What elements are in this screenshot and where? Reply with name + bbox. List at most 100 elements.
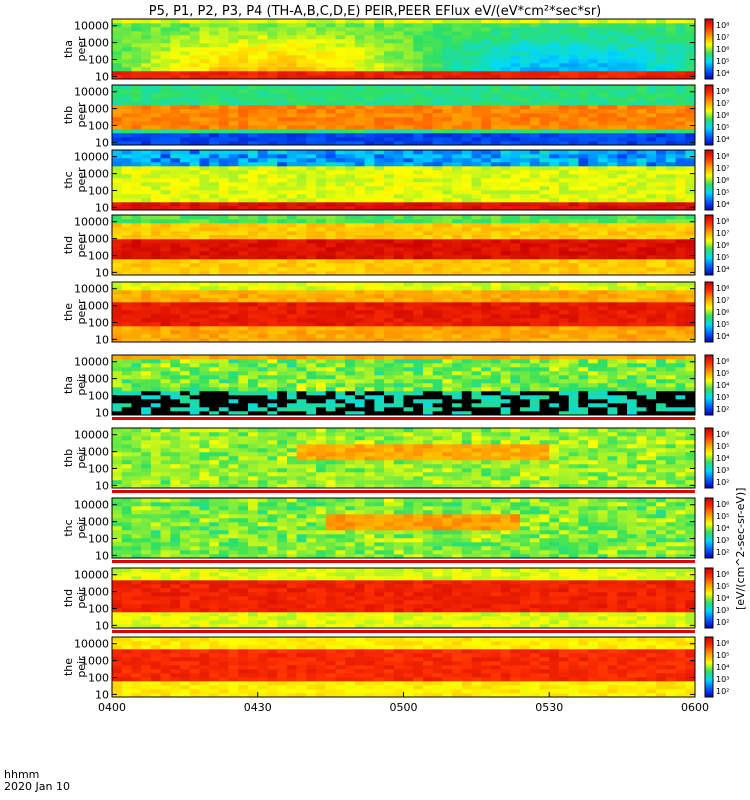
spectrogram-cell: [228, 47, 239, 52]
spectrogram-cell: [121, 255, 132, 260]
spectrogram-cell: [539, 239, 550, 244]
spectrogram-cell: [248, 170, 259, 175]
spectrogram-cell: [665, 170, 676, 175]
spectrogram-cell: [121, 359, 132, 364]
spectrogram-cell: [306, 411, 317, 416]
colorbar-tick-label: 10⁵: [716, 188, 729, 197]
spectrogram-cell: [257, 355, 268, 360]
spectrogram-cell: [490, 137, 501, 142]
spectrogram-cell: [500, 109, 511, 114]
spectrogram-cell: [277, 117, 288, 122]
spectrogram-cell: [403, 223, 414, 228]
spectrogram-cell: [238, 47, 249, 52]
spectrogram-cell: [461, 310, 472, 315]
spectrogram-cell: [112, 235, 123, 240]
spectrogram-cell: [150, 263, 161, 268]
spectrogram-cell: [306, 403, 317, 408]
spectrogram-cell: [209, 267, 220, 272]
spectrogram-cell: [471, 219, 482, 224]
spectrogram-cell: [607, 121, 618, 126]
spectrogram-cell: [306, 282, 317, 287]
spectrogram-cell: [520, 338, 531, 343]
spectrogram-cell: [238, 411, 249, 416]
spectrogram-cell: [510, 206, 521, 211]
spectrogram-cell: [112, 231, 123, 236]
spectrogram-cell: [529, 101, 540, 106]
spectrogram-cell: [112, 170, 123, 175]
spectrogram-cell: [403, 198, 414, 203]
spectrogram-cell: [112, 399, 123, 404]
spectrogram-cell: [121, 294, 132, 299]
spectrogram-cell: [452, 117, 463, 122]
spectrogram-cell: [636, 133, 647, 138]
spectrogram-cell: [665, 290, 676, 295]
spectrogram-cell: [354, 235, 365, 240]
energy-tick-label: 1000: [81, 233, 109, 246]
spectrogram-cell: [160, 35, 171, 40]
spectrogram-cell: [170, 403, 181, 408]
spectrogram-cell: [131, 150, 142, 155]
spectrogram-cell: [199, 330, 210, 335]
spectrogram-cell: [364, 202, 375, 207]
spectrogram-cell: [685, 59, 696, 64]
spectrogram-cell: [461, 174, 472, 179]
spectrogram-cell: [112, 375, 123, 380]
spectrogram-cell: [316, 338, 327, 343]
spectrogram-cell: [228, 314, 239, 319]
spectrogram-cell: [180, 71, 191, 76]
spectrogram-cell: [384, 129, 395, 134]
spectrogram-cell: [374, 150, 385, 155]
spectrogram-cell: [490, 105, 501, 110]
spectrogram-cell: [306, 286, 317, 291]
spectrogram-cell: [665, 129, 676, 134]
spectrogram-cell: [568, 314, 579, 319]
spectrogram-cell: [112, 51, 123, 56]
spectrogram-cell: [277, 239, 288, 244]
spectrogram-cell: [597, 322, 608, 327]
spectrogram-cell: [364, 298, 375, 303]
spectrogram-cell: [471, 178, 482, 183]
spectrogram-cell: [393, 170, 404, 175]
spectrogram-cell: [626, 141, 637, 146]
spectrogram-cell: [452, 231, 463, 236]
spectrogram-cell: [510, 182, 521, 187]
spectrogram-cell: [160, 219, 171, 224]
spectrogram-cell: [685, 326, 696, 331]
spectrogram-cell: [675, 338, 686, 343]
spectrogram-cell: [296, 302, 307, 307]
spectrogram-cell: [607, 322, 618, 327]
spectrogram-cell: [306, 129, 317, 134]
spectrogram-cell: [413, 206, 424, 211]
spectrogram-cell: [335, 407, 346, 412]
spectrogram-cell: [617, 186, 628, 191]
spectrogram-cell: [218, 19, 229, 24]
spectrogram-cell: [189, 198, 200, 203]
spectrogram-cell: [170, 93, 181, 98]
spectrogram-cell: [617, 101, 628, 106]
spectrogram-cell: [286, 227, 297, 232]
spectrogram-cell: [393, 129, 404, 134]
spectrogram-cell: [413, 43, 424, 48]
spectrogram-cell: [170, 67, 181, 72]
spectrogram-cell: [471, 75, 482, 80]
spectrogram-cell: [384, 314, 395, 319]
spectrogram-cell: [218, 231, 229, 236]
spectrogram-cell: [452, 174, 463, 179]
spectrogram-cell: [364, 158, 375, 163]
spectrogram-cell: [354, 251, 365, 256]
spectrogram-cell: [199, 101, 210, 106]
spectrogram-cell: [335, 178, 346, 183]
spectrogram-cell: [588, 227, 599, 232]
spectrogram-cell: [199, 227, 210, 232]
spectrogram-cell: [286, 219, 297, 224]
spectrogram-cell: [656, 23, 667, 28]
colorbar-tick-label: 10⁸: [716, 217, 729, 226]
spectrogram-cell: [597, 71, 608, 76]
spectrogram-cell: [500, 85, 511, 90]
spectrogram-cell: [150, 334, 161, 339]
spectrogram-cell: [510, 294, 521, 299]
spectrogram-cell: [316, 93, 327, 98]
spectrogram-cell: [675, 150, 686, 155]
spectrogram-cell: [306, 186, 317, 191]
